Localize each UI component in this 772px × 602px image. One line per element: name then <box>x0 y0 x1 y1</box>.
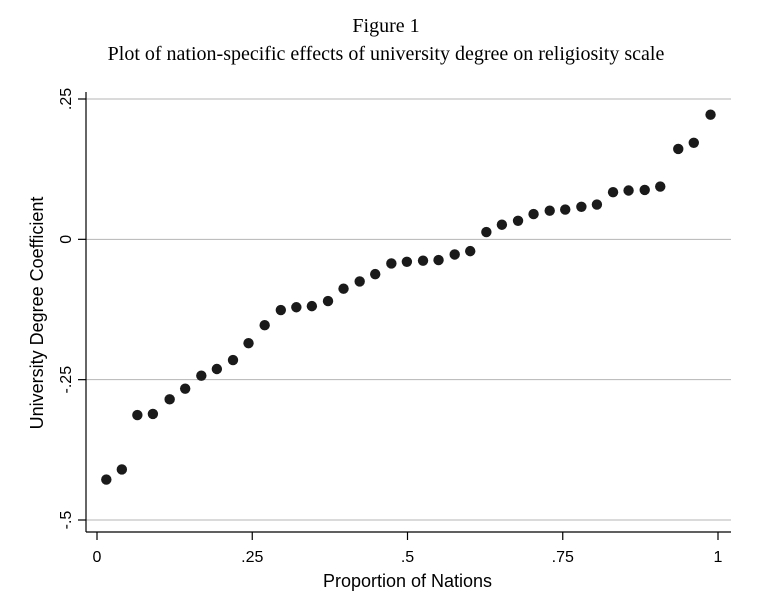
y-tick-label: -.25 <box>58 366 75 394</box>
data-point <box>591 199 603 210</box>
x-tick-label: 1 <box>714 549 723 566</box>
data-point <box>655 181 666 192</box>
axes <box>85 92 731 533</box>
data-point <box>449 249 460 260</box>
data-point <box>623 185 634 196</box>
data-point <box>386 258 397 269</box>
x-axis-title: Proportion of Nations <box>323 571 492 591</box>
x-tick-label: .25 <box>241 549 263 566</box>
data-point <box>401 256 413 267</box>
data-point <box>639 184 650 196</box>
data-point <box>705 109 716 120</box>
data-point <box>560 204 571 215</box>
data-point <box>528 208 539 220</box>
data-point <box>607 186 619 198</box>
data-point <box>101 474 112 485</box>
data-point <box>196 370 207 381</box>
data-point <box>417 255 429 266</box>
data-point <box>322 295 334 307</box>
gridlines <box>86 98 731 521</box>
x-axis-ticks: 0 .25 .5 .75 1 <box>93 532 723 566</box>
data-point <box>481 226 492 238</box>
data-point <box>179 383 191 394</box>
data-point <box>275 304 287 316</box>
data-point <box>211 363 223 375</box>
data-point <box>338 283 349 294</box>
y-axis-title: University Degree Coefficient <box>27 197 47 430</box>
data-point <box>306 300 318 312</box>
data-point <box>688 137 699 148</box>
data-point <box>164 394 175 405</box>
data-points <box>101 109 716 485</box>
x-tick-label: .75 <box>552 549 574 566</box>
y-tick-label: 0 <box>58 235 75 244</box>
data-point <box>512 215 524 227</box>
data-point <box>433 254 444 266</box>
data-point <box>147 408 159 420</box>
chart-title: Figure 1 <box>352 15 420 37</box>
data-point <box>291 302 302 313</box>
data-point <box>243 337 254 349</box>
x-tick-label: 0 <box>93 549 102 566</box>
data-point <box>544 205 555 216</box>
data-point <box>132 409 143 421</box>
chart-title-block: Figure 1 Plot of nation-specific effects… <box>0 12 772 68</box>
data-point <box>465 245 476 257</box>
data-point <box>259 320 270 331</box>
y-tick-label: .25 <box>58 88 75 110</box>
data-point <box>576 201 587 212</box>
data-point <box>673 143 684 155</box>
y-axis-ticks: -.5 -.25 0 .25 <box>58 88 86 530</box>
chart-subtitle: Plot of nation-specific effects of unive… <box>107 43 665 65</box>
data-point <box>354 276 365 287</box>
data-point <box>496 219 508 230</box>
data-point <box>370 268 381 280</box>
x-tick-label: .5 <box>401 549 414 566</box>
data-point <box>227 354 239 366</box>
data-point <box>116 464 128 475</box>
y-tick-label: -.5 <box>58 511 75 530</box>
